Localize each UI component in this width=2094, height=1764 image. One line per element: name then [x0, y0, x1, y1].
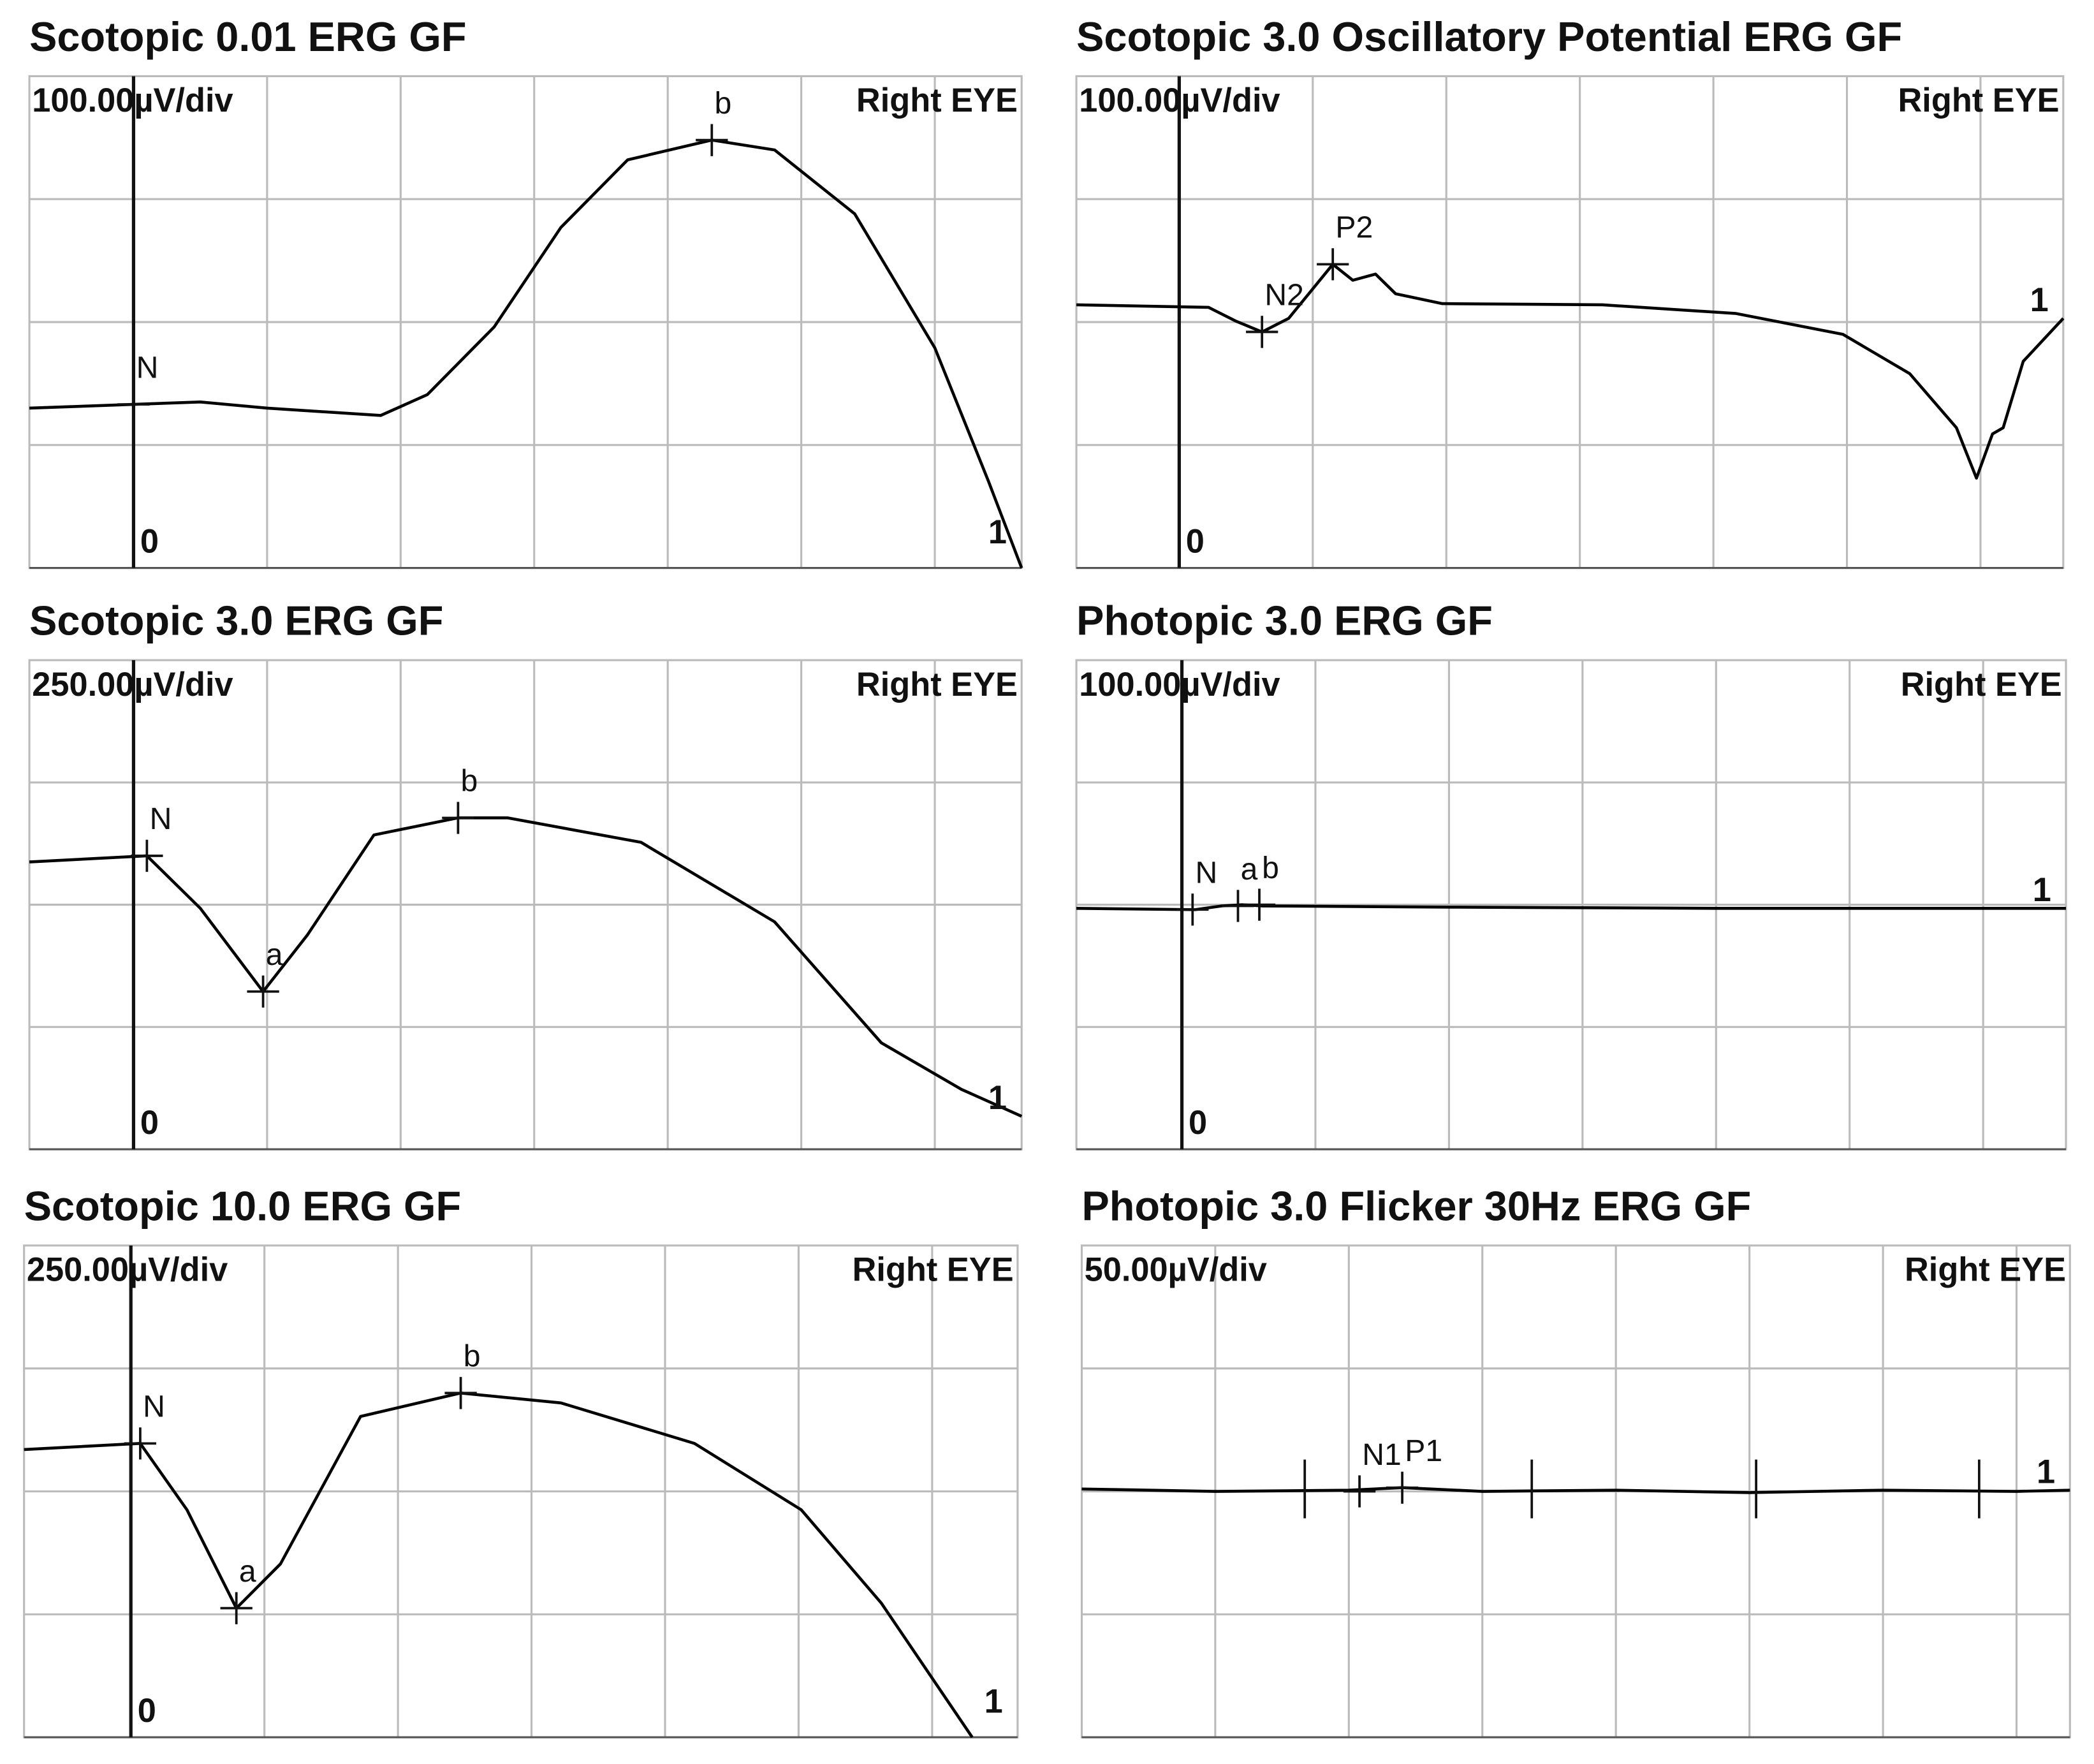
eye-label: Right EYE: [1901, 666, 2062, 703]
peak-marker: [444, 1377, 477, 1409]
start-label: 0: [140, 1105, 159, 1142]
end-label: 1: [988, 514, 1007, 551]
marker-label: N: [136, 350, 159, 385]
start-label: 0: [1186, 524, 1204, 561]
eye-label: Right EYE: [1898, 82, 2060, 119]
peak-marker: [124, 1427, 157, 1460]
eye-label: Right EYE: [856, 82, 1018, 119]
marker-label: N: [150, 802, 172, 836]
peak-marker: [1176, 893, 1209, 926]
eye-label: Right EYE: [1905, 1252, 2066, 1289]
marker-label: b: [714, 86, 731, 121]
end-label: 1: [2037, 1453, 2055, 1490]
panel-title: Scotopic 0.01 ERG GF: [29, 13, 466, 60]
end-label: 1: [2033, 872, 2051, 909]
trace: [29, 816, 1023, 1118]
trace: [1076, 263, 2065, 480]
peak-marker: [131, 839, 163, 872]
panel-title: Scotopic 10.0 ERG GF: [24, 1183, 461, 1230]
peak-marker: [1386, 1471, 1419, 1504]
marker-label: b: [464, 1339, 481, 1374]
peak-marker: [1246, 316, 1278, 348]
marker-label: b: [1262, 851, 1279, 885]
end-label: 1: [2030, 282, 2049, 319]
scale-label: 100.00µV/div: [32, 82, 233, 119]
marker-label: a: [239, 1554, 256, 1589]
scale-label: 250.00µV/div: [27, 1252, 228, 1289]
marker-label: P2: [1335, 210, 1373, 245]
panel-title: Scotopic 3.0 Oscillatory Potential ERG G…: [1076, 13, 1902, 60]
scale-label: 100.00µV/div: [1079, 82, 1280, 119]
marker-label: a: [1241, 852, 1258, 886]
marker-label: a: [266, 937, 283, 972]
peak-marker: [1243, 888, 1276, 921]
start-label: 0: [138, 1693, 156, 1730]
scale-label: 250.00µV/div: [32, 666, 233, 703]
peak-marker: [696, 124, 728, 156]
end-label: 1: [985, 1684, 1003, 1721]
trace: [29, 138, 1023, 569]
eye-label: Right EYE: [853, 1252, 1014, 1289]
end-label: 1: [988, 1080, 1007, 1117]
start-label: 0: [1189, 1105, 1207, 1142]
panel-title: Photopic 3.0 Flicker 30Hz ERG GF: [1081, 1183, 1751, 1230]
marker-label: N2: [1264, 278, 1304, 312]
trace: [1081, 1486, 2070, 1494]
panel-title: Photopic 3.0 ERG GF: [1076, 598, 1493, 644]
trace: [24, 1391, 974, 1738]
peak-marker: [442, 802, 474, 834]
marker-label: N: [143, 1390, 165, 1424]
marker-label: N: [1195, 856, 1217, 890]
peak-marker: [1222, 890, 1254, 922]
peak-marker: [247, 975, 279, 1008]
peak-marker: [1343, 1475, 1376, 1508]
peak-marker: [117, 388, 150, 421]
marker-label: b: [461, 764, 478, 798]
marker-label: N1: [1362, 1437, 1402, 1472]
peak-marker: [1317, 248, 1349, 281]
eye-label: Right EYE: [856, 666, 1018, 703]
panel-title: Scotopic 3.0 ERG GF: [29, 598, 443, 644]
scale-label: 100.00µV/div: [1079, 666, 1280, 703]
peak-marker: [220, 1592, 253, 1624]
marker-label: P1: [1405, 1434, 1442, 1468]
start-label: 0: [140, 524, 159, 561]
scale-label: 50.00µV/div: [1085, 1252, 1267, 1289]
